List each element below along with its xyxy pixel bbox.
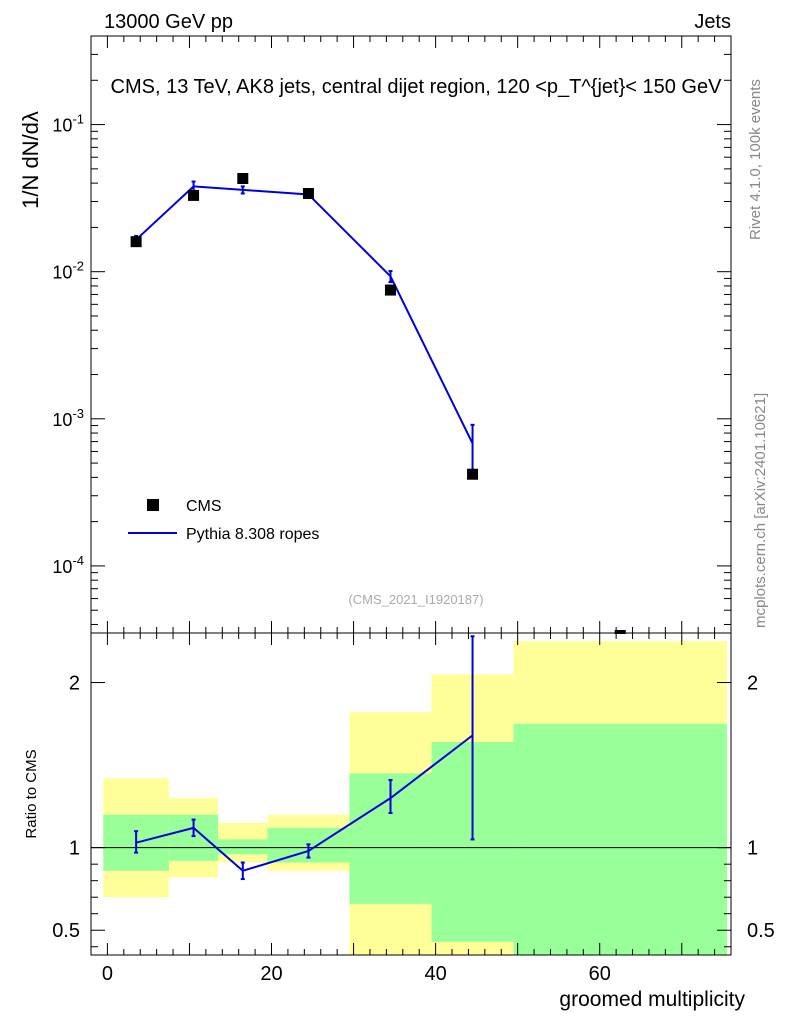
x-tick-label: 60 xyxy=(589,963,611,985)
header-left: 13000 GeV pp xyxy=(104,11,233,33)
ratio-y-tick-label-right: 0.5 xyxy=(747,920,775,942)
cms-marker xyxy=(237,172,249,184)
cms-marker xyxy=(384,284,396,296)
main-y-tick-label: 10-3 xyxy=(52,406,84,430)
pythia-line xyxy=(135,185,474,444)
main-frame xyxy=(90,35,732,634)
legend-marker-cms xyxy=(147,499,159,511)
main-series-layer xyxy=(130,172,626,634)
ratio-y-tick-label-left: 2 xyxy=(69,673,80,695)
main-y-tick-label: 10-2 xyxy=(52,259,84,283)
legend-label-cms: CMS xyxy=(186,498,222,515)
ratio-y-axis-label: Ratio to CMS xyxy=(23,749,40,838)
cms-marker xyxy=(130,236,142,248)
analysis-id: (CMS_2021_I1920187) xyxy=(348,592,483,607)
ratio-y-tick-label-right: 2 xyxy=(747,673,758,695)
ratio-y-ticks: 0.5 0.5 1 1 2 2 xyxy=(52,673,775,948)
rivet-version-label: Rivet 4.1.0, 100k events xyxy=(747,79,764,240)
mcplots-label: mcplots.cern.ch [arXiv:2401.10621] xyxy=(752,393,769,628)
cms-marker xyxy=(614,630,626,634)
main-y-axis-label: 1/N dN/dλ xyxy=(18,111,43,209)
legend-label-pythia: Pythia 8.308 ropes xyxy=(186,526,319,543)
ratio-band-inner xyxy=(218,839,268,855)
cms-marker xyxy=(302,188,314,200)
cms-marker xyxy=(188,189,200,201)
ratio-y-tick-label-right: 1 xyxy=(747,838,758,860)
ratio-frame xyxy=(90,632,732,956)
x-tick-label: 40 xyxy=(424,963,446,985)
ratio-y-tick-label-left: 1 xyxy=(69,838,80,860)
x-tick-label: 0 xyxy=(102,963,113,985)
ratio-panel: 0.5 0.5 1 1 2 2 0 20 40 60 Ratio to CMS groomed … xyxy=(23,632,775,1011)
header-right: Jets xyxy=(694,11,731,33)
x-axis-label: groomed multiplicity xyxy=(559,988,745,1011)
main-y-tick-label: 10-4 xyxy=(52,553,84,577)
ratio-bands xyxy=(103,641,727,955)
ratio-band-inner xyxy=(513,723,727,955)
ratio-y-tick-label-left: 0.5 xyxy=(52,920,80,942)
ratio-x-ticks: 0 20 40 60 xyxy=(102,633,716,985)
main-y-tick-label: 10-1 xyxy=(52,112,84,136)
legend: CMS Pythia 8.308 ropes xyxy=(128,498,319,543)
main-panel: 10-4 10-3 10-2 10-1 CMS, 13 TeV, AK8 jets, … xyxy=(18,35,732,634)
x-tick-label: 20 xyxy=(260,963,282,985)
ratio-series-layer xyxy=(134,635,475,881)
cms-marker xyxy=(467,468,479,480)
main-x-ticks xyxy=(106,36,716,633)
main-y-ticks: 10-4 10-3 10-2 10-1 xyxy=(52,35,731,625)
main-title: CMS, 13 TeV, AK8 jets, central dijet reg… xyxy=(111,76,723,98)
ratio-pythia-line xyxy=(135,734,474,872)
